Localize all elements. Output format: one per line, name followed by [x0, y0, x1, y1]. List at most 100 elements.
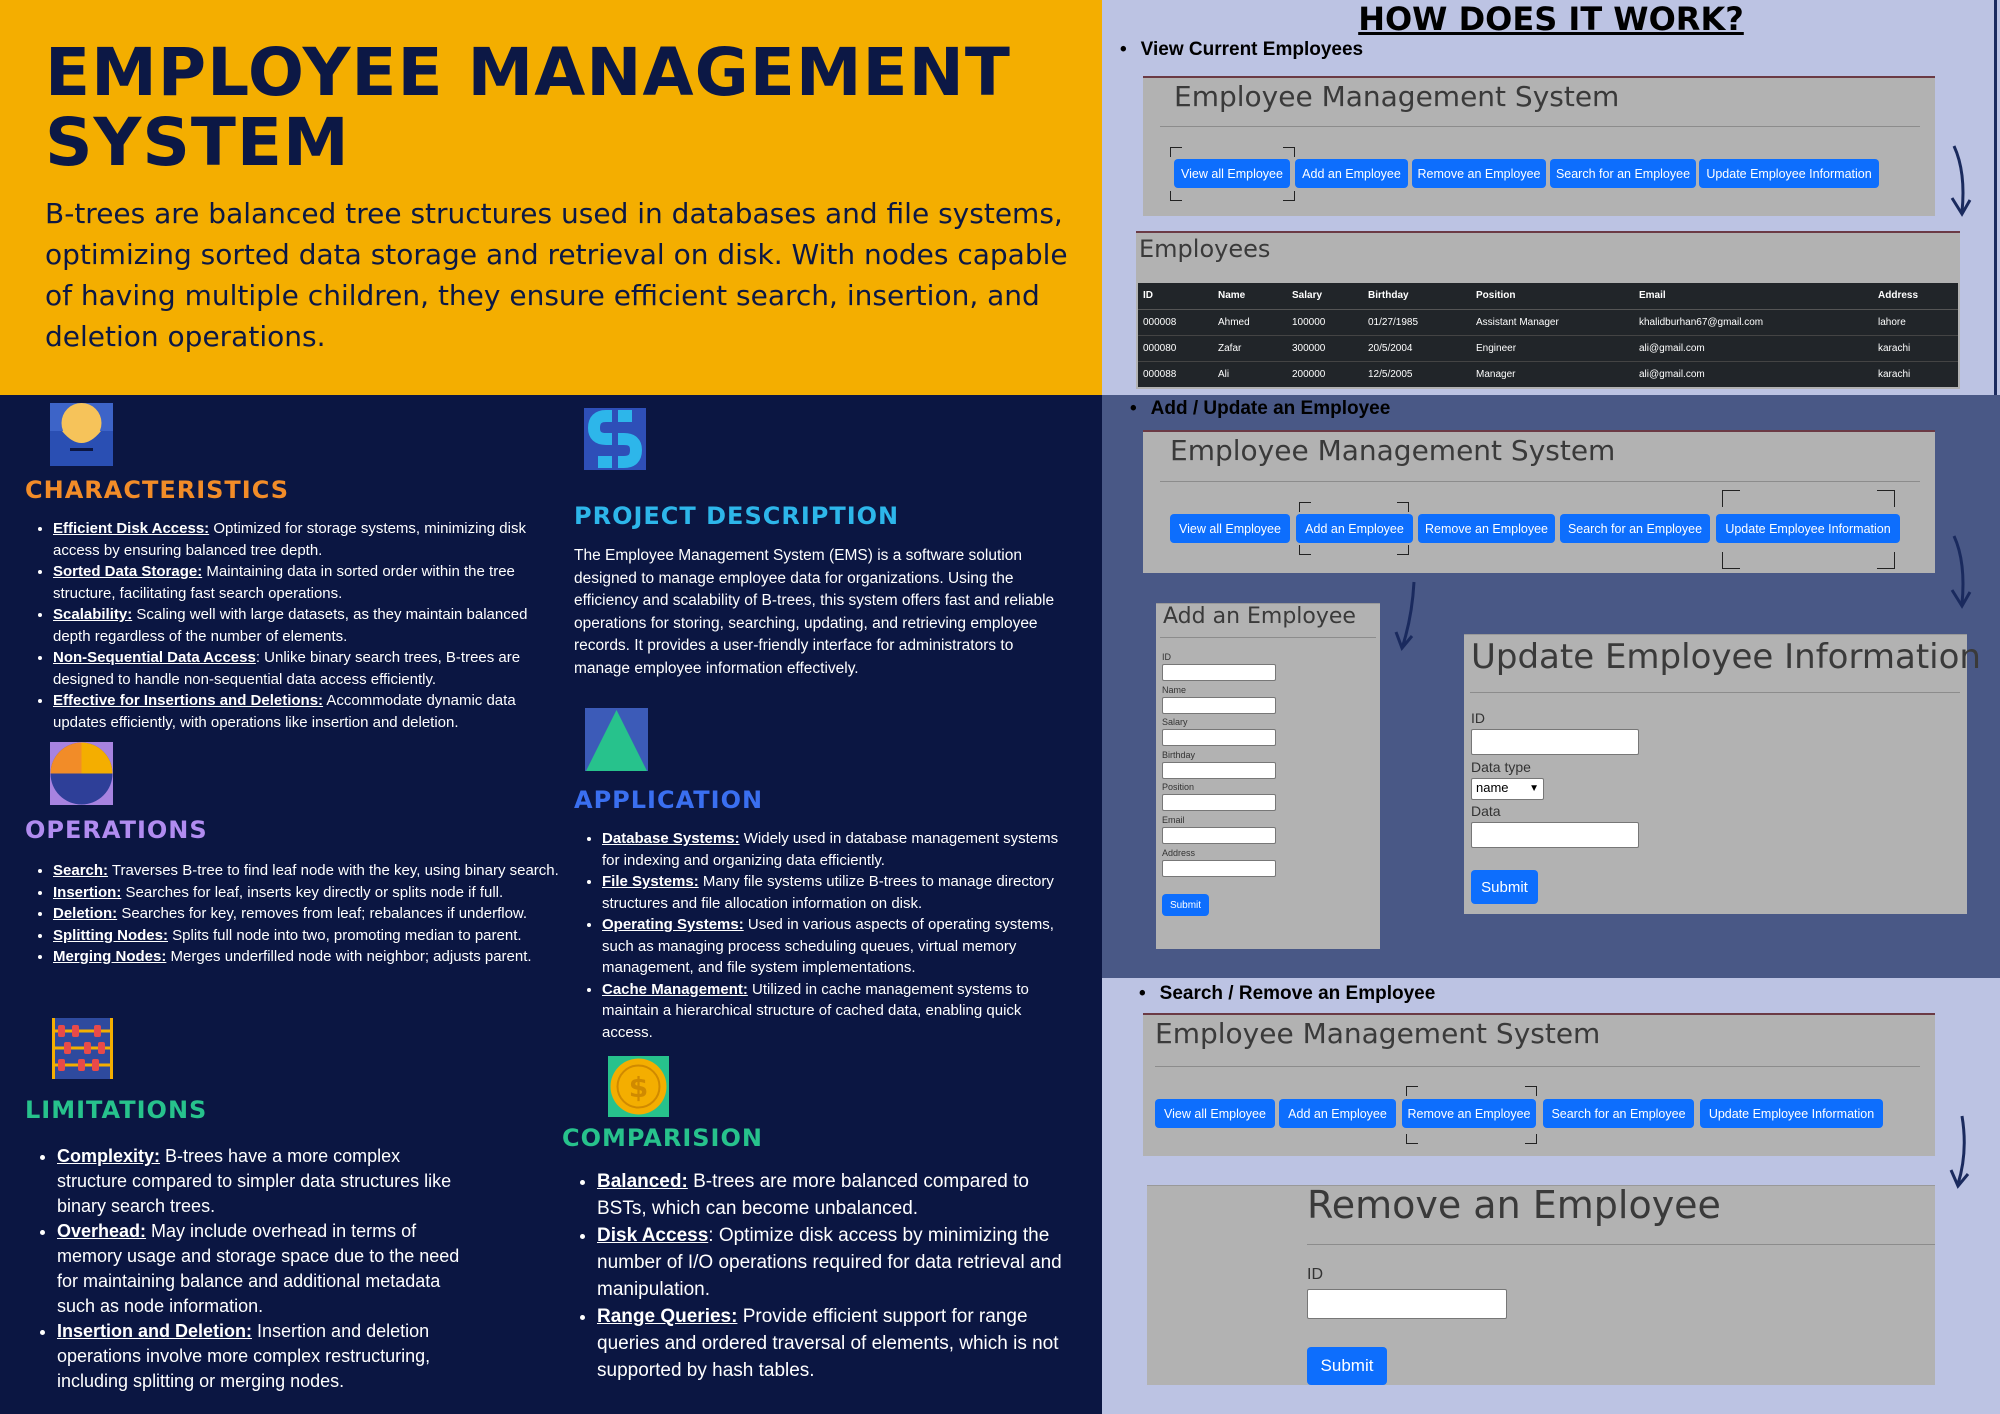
list-item-text: Used in various aspects of operating sys…	[602, 916, 1054, 976]
update-form-title: Update Employee Information	[1471, 637, 1981, 677]
update-employee-button[interactable]: Update Employee Information	[1700, 1099, 1883, 1128]
list-item-text: Optimized for storage systems, minimizin…	[53, 520, 526, 559]
column-header: Email	[1634, 283, 1873, 310]
list-item-text: Searches for key, removes from leaf; reb…	[117, 905, 528, 922]
table-cell: 01/27/1985	[1363, 308, 1471, 335]
list-item-key: Range Queries:	[597, 1306, 738, 1327]
add-field-label: Salary	[1162, 717, 1188, 728]
column-header: Address	[1873, 283, 1958, 310]
highlight-bracket	[1170, 147, 1182, 157]
highlight-bracket	[1299, 502, 1311, 512]
arrow-down-icon	[1949, 1115, 1970, 1189]
add-field-label: Email	[1162, 815, 1185, 825]
list-item: Splitting Nodes: Splits full node into t…	[53, 925, 573, 947]
column-header: Position	[1471, 283, 1634, 310]
arrow-down-icon	[1950, 145, 1972, 217]
add-employee-button[interactable]: Add an Employee	[1296, 514, 1413, 543]
add-field-input[interactable]	[1162, 827, 1276, 844]
remove-id-input[interactable]	[1307, 1289, 1507, 1319]
column-header: Salary	[1287, 283, 1363, 310]
search-employee-button[interactable]: Search for an Employee	[1550, 159, 1696, 188]
highlight-bracket	[1170, 191, 1182, 201]
list-item-text: B-trees are more balanced compared to BS…	[597, 1171, 1029, 1219]
svg-text:$: $	[629, 1071, 648, 1104]
column-header: Birthday	[1363, 283, 1471, 310]
list-item-text: : Optimize disk access by minimizing the…	[597, 1225, 1062, 1300]
list-item-key: Search:	[53, 862, 109, 879]
employees-title: Employees	[1139, 235, 1271, 263]
list-item: Insertion: Searches for leaf, inserts ke…	[53, 882, 573, 904]
add-employee-button[interactable]: Add an Employee	[1295, 159, 1408, 188]
table-row: 000088 Ali 200000 12/5/2005 Manager ali@gmail…	[1138, 360, 1958, 387]
list-item-key: Insertion and Deletion:	[57, 1321, 253, 1341]
abacus-icon	[52, 1018, 113, 1079]
list-item-key: Balanced:	[597, 1171, 688, 1192]
highlight-bracket	[1397, 545, 1409, 555]
divider	[1470, 692, 1960, 693]
highlight-bracket	[1525, 1086, 1537, 1096]
add-field-input[interactable]	[1162, 664, 1276, 681]
table-cell: 200000	[1287, 360, 1363, 387]
list-item: Scalability: Scaling well with large dat…	[53, 604, 558, 647]
table-cell: lahore	[1873, 308, 1958, 335]
table-cell: Engineer	[1471, 334, 1634, 361]
update-employee-button[interactable]: Update Employee Information	[1699, 159, 1879, 188]
list-item: Cache Management: Utilized in cache mana…	[602, 979, 1062, 1044]
arrow-down-icon	[1394, 581, 1416, 651]
add-field-input[interactable]	[1162, 859, 1276, 877]
view-all-employee-button[interactable]: View all Employee	[1174, 159, 1290, 188]
table-cell: 000080	[1138, 334, 1213, 361]
data-label: Data	[1471, 803, 1501, 819]
list-item-key: Sorted Data Storage:	[53, 563, 203, 580]
how-title: HOW DOES IT WORK?	[1358, 0, 1744, 38]
list-item-key: Cache Management:	[602, 980, 748, 998]
list-item-key: Insertion:	[53, 883, 122, 901]
add-submit-button[interactable]: Submit	[1162, 894, 1209, 916]
table-cell: 000008	[1138, 308, 1213, 335]
view-all-employee-button[interactable]: View all Employee	[1155, 1099, 1275, 1128]
add-field-input[interactable]	[1162, 696, 1276, 714]
list-item-key: Complexity:	[57, 1146, 161, 1166]
search-employee-button[interactable]: Search for an Employee	[1560, 514, 1710, 543]
update-id-input[interactable]	[1471, 729, 1639, 755]
remove-employee-button[interactable]: Remove an Employee	[1412, 159, 1546, 188]
highlight-bracket	[1283, 147, 1295, 157]
project-text: The Employee Management System (EMS) is …	[574, 547, 1055, 677]
table-row: 000008 Ahmed 100000 01/27/1985 Assistant Man…	[1138, 308, 1958, 335]
add-field-label: Address	[1162, 847, 1196, 858]
remove-form-title: Remove an Employee	[1307, 1183, 1721, 1227]
remove-employee-button[interactable]: Remove an Employee	[1418, 514, 1555, 543]
table-cell: Assistant Manager	[1471, 308, 1634, 335]
arrow-down-icon	[1950, 535, 1972, 609]
list-item: Effective for Insertions and Deletions: …	[53, 690, 558, 733]
remove-submit-button[interactable]: Submit	[1307, 1347, 1387, 1385]
add-field-input[interactable]	[1162, 761, 1276, 779]
divider	[1155, 1066, 1920, 1067]
list-item: Operating Systems: Used in various aspec…	[602, 914, 1062, 979]
highlight-bracket	[1299, 545, 1311, 555]
table-cell: Zafar	[1213, 334, 1287, 361]
list-item-text: Provide efficient support for range quer…	[597, 1306, 1059, 1381]
data-input[interactable]	[1471, 822, 1639, 848]
add-form-title: Add an Employee	[1163, 604, 1356, 629]
application-heading: APPLICATION	[574, 786, 764, 814]
search-employee-button[interactable]: Search for an Employee	[1543, 1099, 1694, 1128]
highlight-bracket	[1525, 1134, 1537, 1144]
view-all-employee-button[interactable]: View all Employee	[1170, 514, 1290, 543]
app-mock-3	[1143, 1013, 1935, 1156]
remove-employee-button[interactable]: Remove an Employee	[1402, 1099, 1536, 1128]
data-type-select[interactable]: name ▼	[1471, 778, 1544, 800]
employees-table: ID Name Salary Birthday Position Email Address…	[1138, 283, 1958, 387]
step-view-employees: View Current Employees	[1120, 39, 1363, 61]
add-field-input[interactable]	[1162, 794, 1276, 812]
add-field-input[interactable]	[1162, 729, 1276, 747]
highlight-bracket	[1722, 490, 1740, 507]
update-employee-button[interactable]: Update Employee Information	[1716, 514, 1900, 543]
table-cell: 12/5/2005	[1363, 360, 1471, 387]
table-cell: 100000	[1287, 308, 1363, 335]
add-employee-button[interactable]: Add an Employee	[1279, 1099, 1396, 1128]
update-submit-button[interactable]: Submit	[1471, 870, 1538, 904]
operations-list: Search: Traverses B-tree to find leaf no…	[53, 860, 573, 968]
list-item-text: Accommodate dynamic data updates efficie…	[53, 692, 516, 731]
list-item: Disk Access: Optimize disk access by min…	[597, 1222, 1067, 1303]
